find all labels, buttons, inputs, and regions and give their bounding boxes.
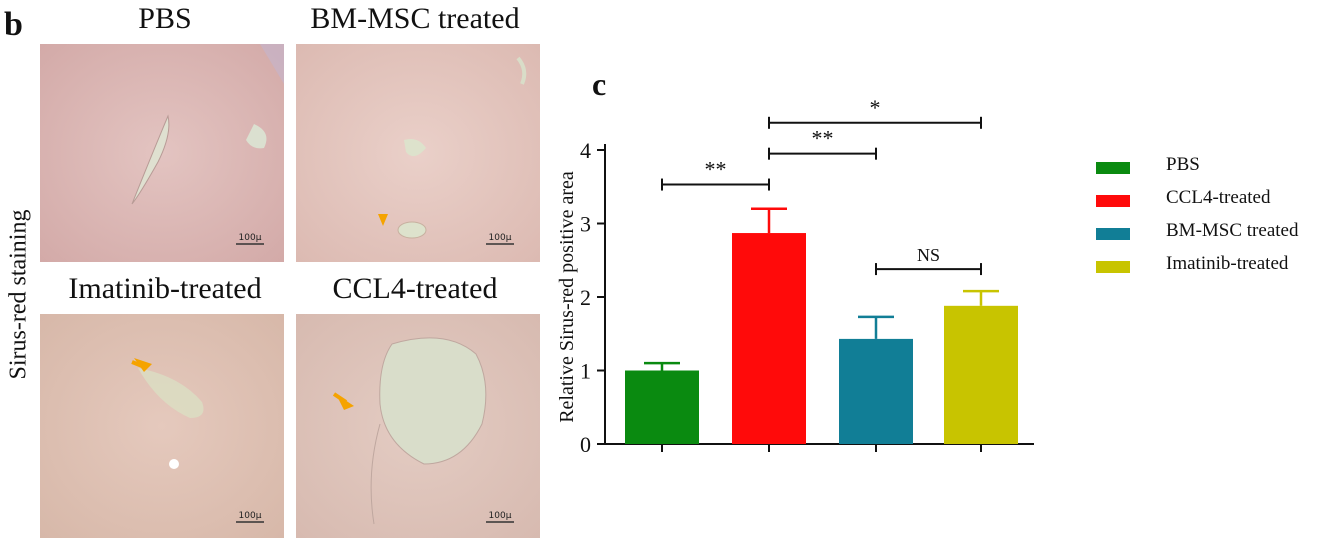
scale-label-bm-msc: 100µ <box>489 233 512 243</box>
panel-label-b: b <box>4 6 23 43</box>
y-tick-label: 1 <box>580 359 591 384</box>
legend-label-imatinib: Imatinib-treated <box>1166 253 1289 274</box>
panel-label-c: c <box>592 66 607 102</box>
micrograph-title-imatinib: Imatinib-treated <box>68 272 262 305</box>
micrograph-title-pbs: PBS <box>138 2 192 35</box>
bar-0 <box>625 370 699 444</box>
scale-label-ccl4: 100µ <box>489 511 512 521</box>
legend-swatch-pbs <box>1096 162 1130 174</box>
micrograph-title-bm-msc: BM-MSC treated <box>310 2 520 35</box>
y-tick-label: 3 <box>580 212 591 237</box>
scale-label-imatinib: 100µ <box>239 511 262 521</box>
legend-swatch-imatinib <box>1096 261 1130 273</box>
y-tick-label: 0 <box>580 432 591 457</box>
arrow-icon <box>134 358 152 372</box>
micrograph-ccl4: 100µ <box>296 314 540 538</box>
legend-swatch-ccl4 <box>1096 195 1130 207</box>
legend-label-bm-msc: BM-MSC treated <box>1166 220 1299 241</box>
legend-label-pbs: PBS <box>1166 154 1200 175</box>
y-tick-label: 4 <box>580 138 591 163</box>
micrograph-bm-msc: 100µ <box>296 44 540 262</box>
micrograph-pbs: 100µ <box>40 44 284 262</box>
y-tick-label: 2 <box>580 285 591 310</box>
significance-label: NS <box>917 245 940 265</box>
bar-3 <box>944 305 1018 444</box>
significance-label: ** <box>705 157 727 182</box>
scale-label-pbs: 100µ <box>239 233 262 243</box>
significance-label: ** <box>812 126 834 151</box>
legend-swatch-bm-msc <box>1096 228 1130 240</box>
significance-label: * <box>870 95 881 120</box>
micrograph-imatinib: 100µ <box>40 314 284 538</box>
legend-label-ccl4: CCL4-treated <box>1166 187 1271 208</box>
y-axis-title: Relative Sirus-red positive area <box>556 171 578 423</box>
bar-1 <box>732 233 806 444</box>
micrograph-title-ccl4: CCL4-treated <box>332 272 498 305</box>
arrow-icon <box>378 214 388 226</box>
bar-2 <box>839 338 913 444</box>
